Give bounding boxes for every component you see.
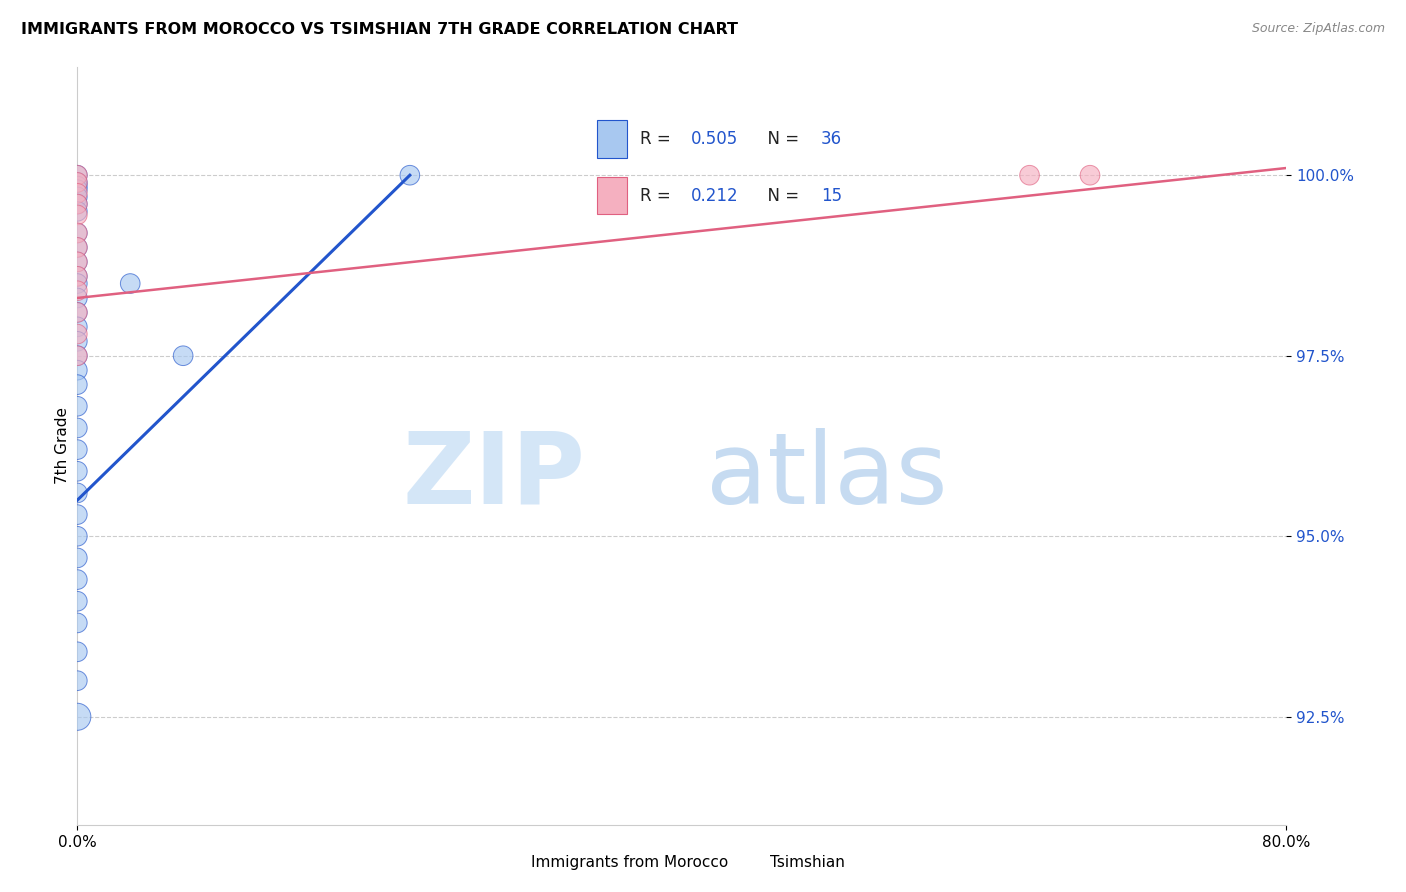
Point <box>66 277 89 291</box>
Point <box>66 269 89 284</box>
Point <box>66 319 89 334</box>
Point <box>66 421 89 435</box>
Point <box>66 305 89 319</box>
Point <box>66 550 89 565</box>
Point <box>66 464 89 478</box>
Point <box>66 615 89 630</box>
Point <box>399 168 422 182</box>
Y-axis label: 7th Grade: 7th Grade <box>55 408 70 484</box>
Point <box>66 349 89 363</box>
Point <box>66 377 89 392</box>
Text: ZIP: ZIP <box>402 428 585 524</box>
Point <box>66 176 89 190</box>
Point <box>66 240 89 254</box>
Text: IMMIGRANTS FROM MOROCCO VS TSIMSHIAN 7TH GRADE CORRELATION CHART: IMMIGRANTS FROM MOROCCO VS TSIMSHIAN 7TH… <box>21 22 738 37</box>
Point <box>66 255 89 269</box>
Point <box>66 327 89 342</box>
Point <box>66 168 89 182</box>
Point <box>66 176 89 190</box>
Point <box>66 673 89 688</box>
Point <box>66 255 89 269</box>
Point <box>66 269 89 284</box>
Point <box>1018 168 1040 182</box>
Point <box>66 508 89 522</box>
Point <box>66 645 89 659</box>
Point <box>66 334 89 349</box>
Text: Source: ZipAtlas.com: Source: ZipAtlas.com <box>1251 22 1385 36</box>
Point <box>66 291 89 305</box>
Point <box>66 240 89 254</box>
Point <box>66 486 89 500</box>
Point <box>66 168 89 182</box>
Point <box>120 277 142 291</box>
Point <box>66 529 89 543</box>
Point <box>66 226 89 240</box>
Point <box>66 442 89 457</box>
Point <box>66 399 89 413</box>
Text: Immigrants from Morocco: Immigrants from Morocco <box>531 855 728 870</box>
Point <box>66 197 89 211</box>
Point <box>172 349 194 363</box>
Point <box>66 284 89 298</box>
Point <box>66 349 89 363</box>
Point <box>66 363 89 377</box>
Point <box>66 208 89 222</box>
Point <box>66 197 89 211</box>
Point <box>66 305 89 319</box>
Text: Tsimshian: Tsimshian <box>770 855 845 870</box>
Point <box>66 594 89 608</box>
Point <box>66 226 89 240</box>
Point <box>66 204 89 219</box>
Point <box>66 573 89 587</box>
Point <box>1078 168 1101 182</box>
Point <box>66 190 89 204</box>
Text: atlas: atlas <box>706 428 948 524</box>
Point <box>66 179 89 194</box>
Point <box>66 183 89 197</box>
Point <box>66 710 89 724</box>
Point <box>66 186 89 201</box>
